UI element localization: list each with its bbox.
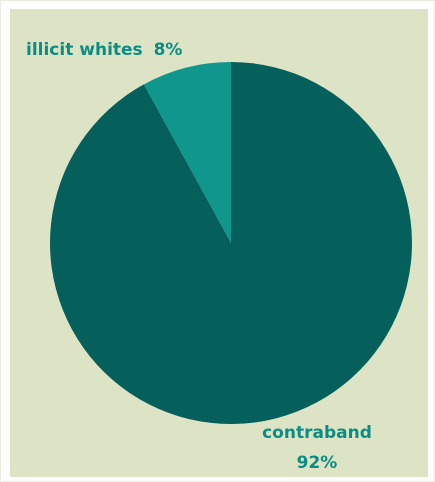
chart-panel: illicit whites 8% contraband 92% [10,9,428,477]
slice-label-illicit-whites-percent: 8% [154,40,183,60]
slice-label-illicit-whites-name: illicit whites [26,40,143,60]
slice-label-contraband-percent: 92% [297,453,338,473]
slice-label-illicit-whites: illicit whites 8% [26,40,182,60]
slice-label-contraband-name: contraband [262,423,372,443]
pie-slices [50,62,413,424]
pie-slice-contraband [50,62,413,424]
pie-slice-illicit-whites [143,62,231,243]
pie-chart: illicit whites 8% contraband 92% [10,9,428,477]
